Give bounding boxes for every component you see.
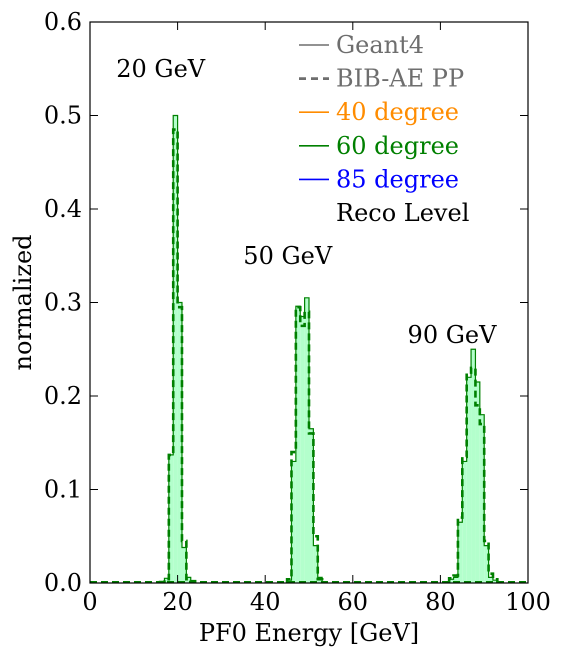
- energy-annotation: 20 GeV: [116, 55, 206, 83]
- x-axis-label: PF0 Energy [GeV]: [199, 619, 419, 647]
- x-tick-label: 100: [505, 588, 551, 616]
- histogram-bar-0-9: [291, 461, 296, 583]
- histogram-bar-0-17: [453, 577, 458, 583]
- histogram-bar-0-24: [484, 545, 489, 583]
- histogram-bar-0-3: [173, 115, 178, 583]
- legend-entry-label: Geant4: [336, 31, 424, 59]
- x-tick-label: 60: [338, 588, 369, 616]
- y-tick-label: 0.6: [44, 8, 82, 36]
- histogram-bar-0-23: [479, 414, 485, 583]
- histogram-bar-0-1: [164, 578, 169, 583]
- histogram-bar-0-4: [177, 302, 182, 583]
- histogram-bar-0-2: [168, 454, 174, 583]
- histogram-bar-0-26: [492, 580, 498, 583]
- histogram-bar-0-19: [462, 461, 467, 583]
- x-tick-label: 80: [425, 588, 456, 616]
- histogram-bar-0-11: [300, 316, 305, 583]
- histogram-outlines: [90, 114, 528, 584]
- series-outline-1: [158, 128, 499, 584]
- histogram-bar-0-12: [304, 297, 309, 583]
- axis-ticks: [89, 21, 529, 584]
- y-axis-label: normalized: [9, 234, 37, 370]
- legend-entry-label: Reco Level: [336, 199, 469, 227]
- legend-entry-label: 85 degree: [336, 165, 459, 193]
- y-tick-label: 0.5: [44, 102, 82, 130]
- legend-entry-label: 60 degree: [336, 132, 459, 160]
- energy-annotation: 50 GeV: [243, 242, 333, 270]
- histogram-bar-0-14: [313, 545, 318, 583]
- y-tick-label: 0.3: [44, 289, 82, 317]
- x-tick-label: 40: [250, 588, 281, 616]
- energy-annotation: 90 GeV: [408, 321, 498, 349]
- x-tick-label: 0: [82, 588, 97, 616]
- legend-entry-label: BIB-AE PP: [336, 65, 464, 93]
- x-tick-label: 20: [162, 588, 193, 616]
- histogram-bar-0-16: [449, 579, 454, 583]
- histogram-bar-0-13: [309, 428, 314, 583]
- legend-entry-label: 40 degree: [336, 98, 459, 126]
- histogram-bar-0-5: [181, 547, 187, 583]
- y-tick-label: 0.4: [44, 195, 82, 223]
- histogram-bar-0-21: [471, 349, 476, 583]
- y-tick-label: 0.1: [44, 476, 82, 504]
- histogram-bar-0-20: [466, 377, 472, 583]
- histogram-bar-0-25: [488, 577, 493, 583]
- y-tick-label: 0.2: [44, 382, 82, 410]
- legend: Geant4 BIB-AE PP 40 degree 60 degree 85 degr…: [299, 31, 469, 227]
- histogram-bar-0-18: [457, 522, 463, 583]
- histogram-bar-0-22: [475, 381, 480, 583]
- histogram-bar-0-10: [295, 306, 301, 583]
- energy-annotations: 20 GeV 50 GeV 90 GeV: [116, 55, 497, 349]
- y-tick-label: 0.0: [44, 569, 82, 597]
- histogram-bar-0-6: [186, 577, 191, 583]
- axis-tick-labels: 0 20 40 60 80 100 0.0 0.1 0.2 0.3 0.4 0.5 0.6: [44, 8, 551, 616]
